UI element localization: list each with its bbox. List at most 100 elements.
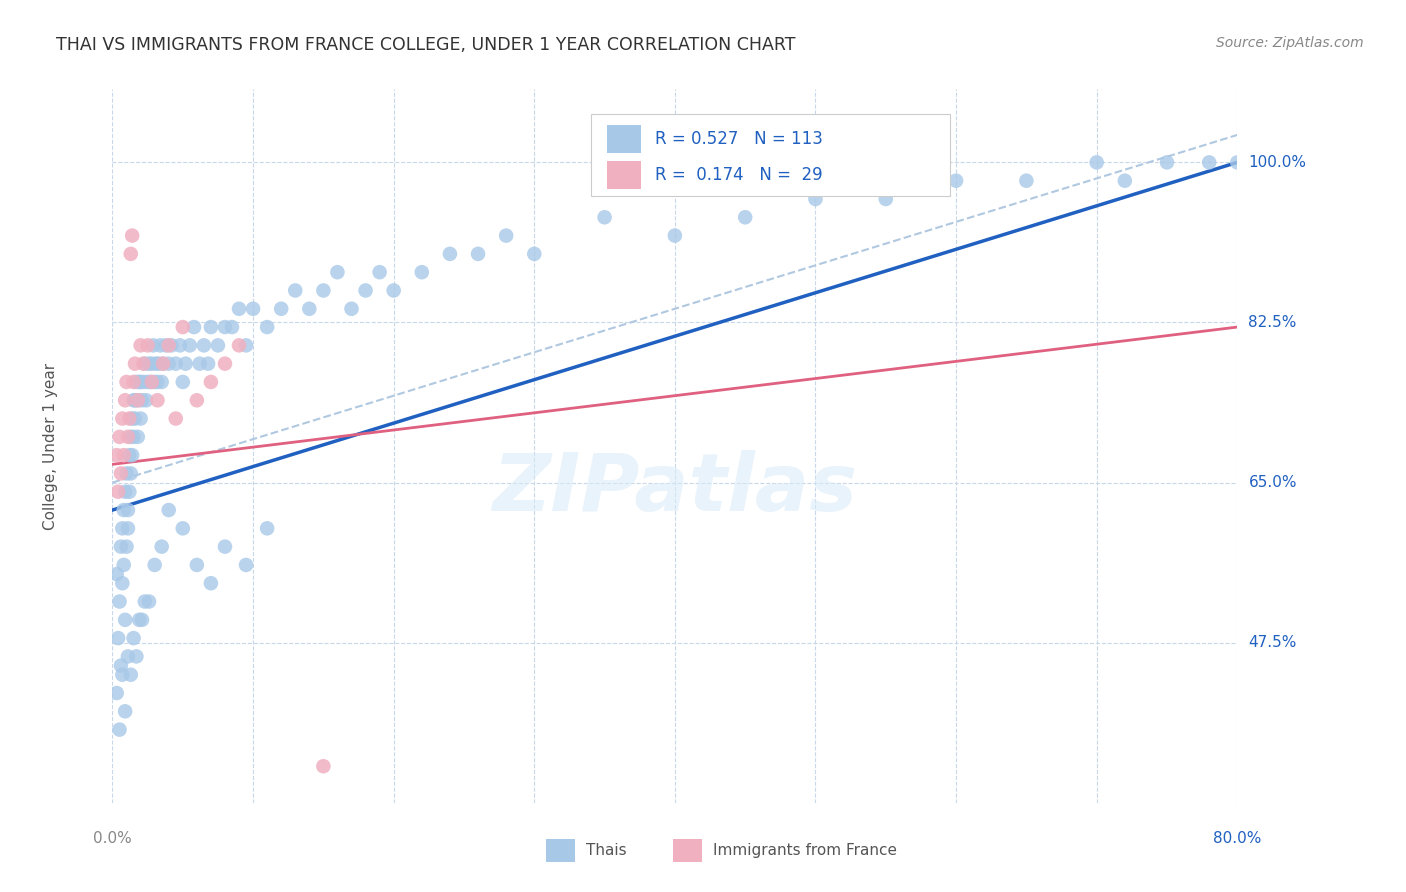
Point <box>186 393 208 408</box>
Point <box>124 411 146 425</box>
Text: College, Under 1 year: College, Under 1 year <box>44 362 58 530</box>
Point <box>120 430 142 444</box>
Point <box>157 357 180 371</box>
Point <box>326 265 349 279</box>
Point <box>128 375 150 389</box>
Point <box>127 393 149 408</box>
Point <box>117 503 139 517</box>
Point <box>169 338 191 352</box>
Point <box>139 375 162 389</box>
FancyBboxPatch shape <box>672 839 702 862</box>
Point <box>129 338 152 352</box>
Point <box>235 338 257 352</box>
Point <box>256 320 278 334</box>
Text: 100.0%: 100.0% <box>1249 155 1306 169</box>
Point <box>146 393 169 408</box>
Point <box>150 540 173 554</box>
Point <box>945 174 967 188</box>
Point <box>149 338 172 352</box>
Point <box>111 667 134 681</box>
Text: 82.5%: 82.5% <box>1249 315 1296 330</box>
Point <box>214 357 236 371</box>
Point <box>200 375 222 389</box>
Point <box>111 576 134 591</box>
Point <box>117 649 139 664</box>
Point <box>165 357 187 371</box>
Point <box>105 686 128 700</box>
Point <box>121 228 143 243</box>
Point <box>197 357 219 371</box>
Point <box>235 558 257 572</box>
Point <box>124 393 146 408</box>
Point <box>125 649 148 664</box>
Point <box>105 448 128 462</box>
Point <box>125 375 148 389</box>
Point <box>186 558 208 572</box>
Point <box>121 411 143 425</box>
Point <box>120 667 142 681</box>
FancyBboxPatch shape <box>546 839 575 862</box>
Point <box>157 503 180 517</box>
Point <box>1198 155 1220 169</box>
Point <box>122 393 145 408</box>
Text: 65.0%: 65.0% <box>1249 475 1296 490</box>
Point <box>127 430 149 444</box>
Point <box>117 521 139 535</box>
Point <box>111 521 134 535</box>
Point <box>110 540 132 554</box>
Point <box>411 265 433 279</box>
Point <box>207 338 229 352</box>
Point <box>221 320 243 334</box>
Text: Thais: Thais <box>586 843 627 858</box>
Point <box>593 211 616 225</box>
Point <box>135 393 157 408</box>
Point <box>439 247 461 261</box>
Point <box>160 338 183 352</box>
Point <box>172 521 194 535</box>
Point <box>1114 174 1136 188</box>
Point <box>214 320 236 334</box>
Text: R = 0.527   N = 113: R = 0.527 N = 113 <box>655 130 823 148</box>
Point <box>136 375 159 389</box>
FancyBboxPatch shape <box>607 161 641 189</box>
Point <box>172 320 194 334</box>
Point <box>107 484 129 499</box>
Point <box>270 301 292 316</box>
Point <box>495 228 517 243</box>
Point <box>228 338 250 352</box>
Text: R =  0.174   N =  29: R = 0.174 N = 29 <box>655 166 823 184</box>
Point <box>340 301 363 316</box>
Point <box>228 301 250 316</box>
Point <box>214 540 236 554</box>
Point <box>157 338 180 352</box>
Point <box>115 467 138 481</box>
Point <box>875 192 897 206</box>
Point <box>1226 155 1249 169</box>
Point <box>146 375 169 389</box>
Point <box>143 375 166 389</box>
Text: ZIPatlas: ZIPatlas <box>492 450 858 528</box>
Point <box>467 247 489 261</box>
Point <box>105 567 128 582</box>
Text: 80.0%: 80.0% <box>1213 830 1261 846</box>
FancyBboxPatch shape <box>607 125 641 153</box>
Point <box>155 338 177 352</box>
Point <box>172 375 194 389</box>
Point <box>120 247 142 261</box>
Point <box>165 411 187 425</box>
Point <box>200 576 222 591</box>
Point <box>131 393 153 408</box>
Point <box>148 357 170 371</box>
Point <box>117 430 139 444</box>
Point <box>1156 155 1178 169</box>
Point <box>134 357 156 371</box>
Point <box>122 375 145 389</box>
Point <box>143 558 166 572</box>
Point <box>118 448 141 462</box>
Point <box>141 375 163 389</box>
Point <box>179 338 201 352</box>
Point <box>115 540 138 554</box>
Point <box>152 357 174 371</box>
Point <box>200 320 222 334</box>
Point <box>523 247 546 261</box>
